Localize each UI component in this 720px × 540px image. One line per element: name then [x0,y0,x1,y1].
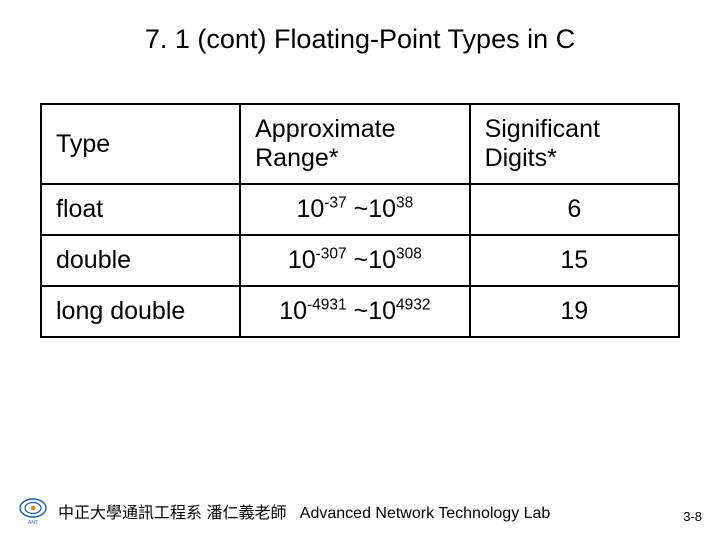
table-row: float 10-37 ~1038 6 [41,184,679,235]
slide-title: 7. 1 (cont) Floating-Point Types in C [0,0,720,63]
header-type: Type [41,104,240,184]
fp-types-table: Type Approximate Range* Significant Digi… [40,103,680,338]
header-digits: Significant Digits* [470,104,679,184]
cell-range: 10-4931 ~104932 [240,286,469,337]
cell-digits: 6 [470,184,679,235]
table-row: double 10-307 ~10308 15 [41,235,679,286]
header-range: Approximate Range* [240,104,469,184]
svg-text:ANT: ANT [28,520,38,526]
cell-type: float [41,184,240,235]
footer-text: 中正大學通訊工程系 潘仁義老師 Advanced Network Technol… [58,499,550,523]
footer-lab: Advanced Network Technology Lab [300,505,551,522]
table-row: long double 10-4931 ~104932 19 [41,286,679,337]
table-header-row: Type Approximate Range* Significant Digi… [41,104,679,184]
lab-logo-icon: ANT [16,496,50,526]
footer: ANT 中正大學通訊工程系 潘仁義老師 Advanced Network Tec… [0,496,720,526]
cell-type: double [41,235,240,286]
cell-range: 10-307 ~10308 [240,235,469,286]
cell-type: long double [41,286,240,337]
cell-range: 10-37 ~1038 [240,184,469,235]
footer-org: 中正大學通訊工程系 潘仁義老師 [58,505,286,522]
cell-digits: 19 [470,286,679,337]
cell-digits: 15 [470,235,679,286]
page-number: 3-8 [683,509,702,524]
